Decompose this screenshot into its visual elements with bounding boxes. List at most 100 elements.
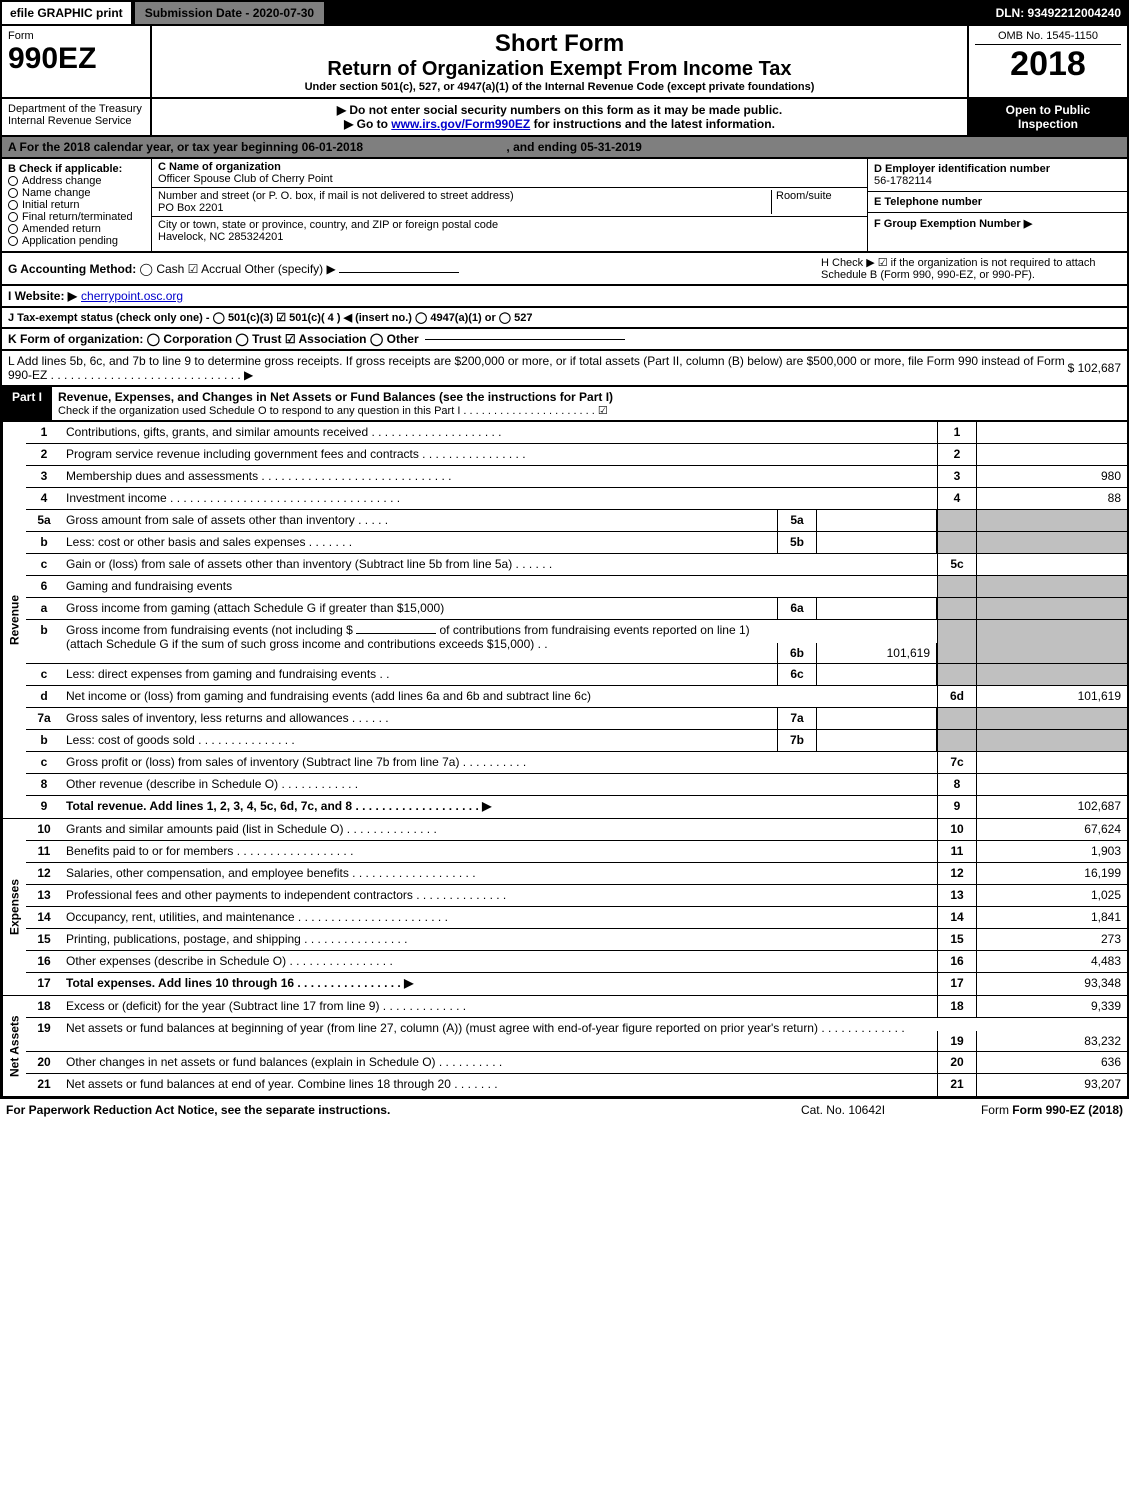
chk-final[interactable]: Final return/terminated [8,211,145,223]
chk-pending[interactable]: Application pending [8,235,145,247]
footer-form: Form 990-EZ (2018) [1012,1103,1123,1117]
ln5b-sv [817,532,937,553]
line-21: 21Net assets or fund balances at end of … [26,1074,1127,1096]
addr-value: PO Box 2201 [158,202,771,214]
ln14-desc: Occupancy, rent, utilities, and maintena… [62,907,937,928]
irs-link[interactable]: www.irs.gov/Form990EZ [391,117,530,131]
netassets-side-label: Net Assets [2,996,26,1096]
chk-final-label: Final return/terminated [22,211,133,223]
ln3-desc: Membership dues and assessments . . . . … [62,466,937,487]
form-title-cell: Short Form Return of Organization Exempt… [152,26,967,97]
ln8-rn: 8 [937,774,977,795]
chk-name[interactable]: Name change [8,187,145,199]
ln10-rn: 10 [937,819,977,840]
chk-initial[interactable]: Initial return [8,199,145,211]
ln13-num: 13 [26,885,62,906]
line-13: 13Professional fees and other payments t… [26,885,1127,907]
line-20: 20Other changes in net assets or fund ba… [26,1052,1127,1074]
city-row: City or town, state or province, country… [152,217,867,245]
ln20-desc: Other changes in net assets or fund bala… [62,1052,937,1073]
chk-address-label: Address change [22,175,102,187]
notice-line1: ▶ Do not enter social security numbers o… [158,103,961,117]
ln21-val: 93,207 [977,1074,1127,1096]
chk-amended-label: Amended return [22,223,101,235]
ln7a-sv [817,708,937,729]
g-other-label: Other (specify) ▶ [244,262,335,276]
ln5c-rn: 5c [937,554,977,575]
ln6d-desc: Net income or (loss) from gaming and fun… [62,686,937,707]
ln6b-sn: 6b [777,643,817,663]
chk-address[interactable]: Address change [8,175,145,187]
ln13-val: 1,025 [977,885,1127,906]
ln19-desc: Net assets or fund balances at beginning… [62,1018,937,1051]
ln7c-val [977,752,1127,773]
ln17-desc: Total expenses. Add lines 10 through 16 … [62,973,937,995]
period-end: , and ending 05-31-2019 [506,140,641,154]
ln6c-sn: 6c [777,664,817,685]
ln21-desc: Net assets or fund balances at end of ye… [62,1074,937,1096]
ln14-val: 1,841 [977,907,1127,928]
line-2: 2Program service revenue including gover… [26,444,1127,466]
ln2-rn: 2 [937,444,977,465]
ln11-num: 11 [26,841,62,862]
g-cash[interactable]: ◯ Cash [140,262,185,276]
ln6a-sn: 6a [777,598,817,619]
g-accrual[interactable]: ☑ Accrual [188,262,241,276]
j-row: J Tax-exempt status (check only one) - ◯… [0,308,1129,329]
ln16-rn: 16 [937,951,977,972]
ln5c-desc: Gain or (loss) from sale of assets other… [62,554,937,575]
top-bar: efile GRAPHIC print Submission Date - 20… [0,0,1129,26]
ln5b-num: b [26,532,62,553]
info-grid: B Check if applicable: Address change Na… [0,159,1129,253]
ln5b-sn: 5b [777,532,817,553]
ln6a-sv [817,598,937,619]
ln16-desc: Other expenses (describe in Schedule O) … [62,951,937,972]
ln13-desc: Professional fees and other payments to … [62,885,937,906]
ln12-desc: Salaries, other compensation, and employ… [62,863,937,884]
section-def: D Employer identification number 56-1782… [867,159,1127,251]
ln3-rn: 3 [937,466,977,487]
ln5a-sn: 5a [777,510,817,531]
line-1: 1Contributions, gifts, grants, and simil… [26,422,1127,444]
ln8-desc: Other revenue (describe in Schedule O) .… [62,774,937,795]
ln20-num: 20 [26,1052,62,1073]
footer-right: Form Form 990-EZ (2018) [943,1103,1123,1117]
ln9-num: 9 [26,796,62,818]
section-b: B Check if applicable: Address change Na… [2,159,152,251]
line-5a: 5aGross amount from sale of assets other… [26,510,1127,532]
i-row: I Website: ▶ cherrypoint.osc.org [0,286,1129,308]
org-name: Officer Spouse Club of Cherry Point [158,173,861,185]
chk-amended[interactable]: Amended return [8,223,145,235]
ln15-desc: Printing, publications, postage, and shi… [62,929,937,950]
footer-left: For Paperwork Reduction Act Notice, see … [6,1103,743,1117]
line-7a: 7aGross sales of inventory, less returns… [26,708,1127,730]
ln21-rn: 21 [937,1074,977,1096]
ln9-rn: 9 [937,796,977,818]
ln2-val [977,444,1127,465]
notice-row: Department of the Treasury Internal Reve… [0,99,1129,137]
g-label: G Accounting Method: [8,262,136,276]
ln16-val: 4,483 [977,951,1127,972]
ln7a-desc: Gross sales of inventory, less returns a… [62,708,777,729]
ln6a-rn [937,598,977,619]
org-name-row: C Name of organization Officer Spouse Cl… [152,159,867,188]
line-18: 18Excess or (deficit) for the year (Subt… [26,996,1127,1018]
page-footer: For Paperwork Reduction Act Notice, see … [0,1098,1129,1121]
revenue-side-label: Revenue [2,422,26,818]
l-amount: $ 102,687 [1068,361,1121,375]
efile-print-button[interactable]: efile GRAPHIC print [0,0,133,26]
city-value: Havelock, NC 285324201 [158,231,861,243]
line-4: 4Investment income . . . . . . . . . . .… [26,488,1127,510]
line-5c: cGain or (loss) from sale of assets othe… [26,554,1127,576]
ein-row: D Employer identification number 56-1782… [868,159,1127,192]
ln10-desc: Grants and similar amounts paid (list in… [62,819,937,840]
ln8-val [977,774,1127,795]
city-label: City or town, state or province, country… [158,219,861,231]
line-6c: cLess: direct expenses from gaming and f… [26,664,1127,686]
ln7a-num: 7a [26,708,62,729]
ln6c-rn [937,664,977,685]
g-other[interactable]: Other (specify) ▶ [244,262,459,276]
website-link[interactable]: cherrypoint.osc.org [81,289,183,303]
ln5a-num: 5a [26,510,62,531]
tel-label: E Telephone number [874,196,1121,208]
